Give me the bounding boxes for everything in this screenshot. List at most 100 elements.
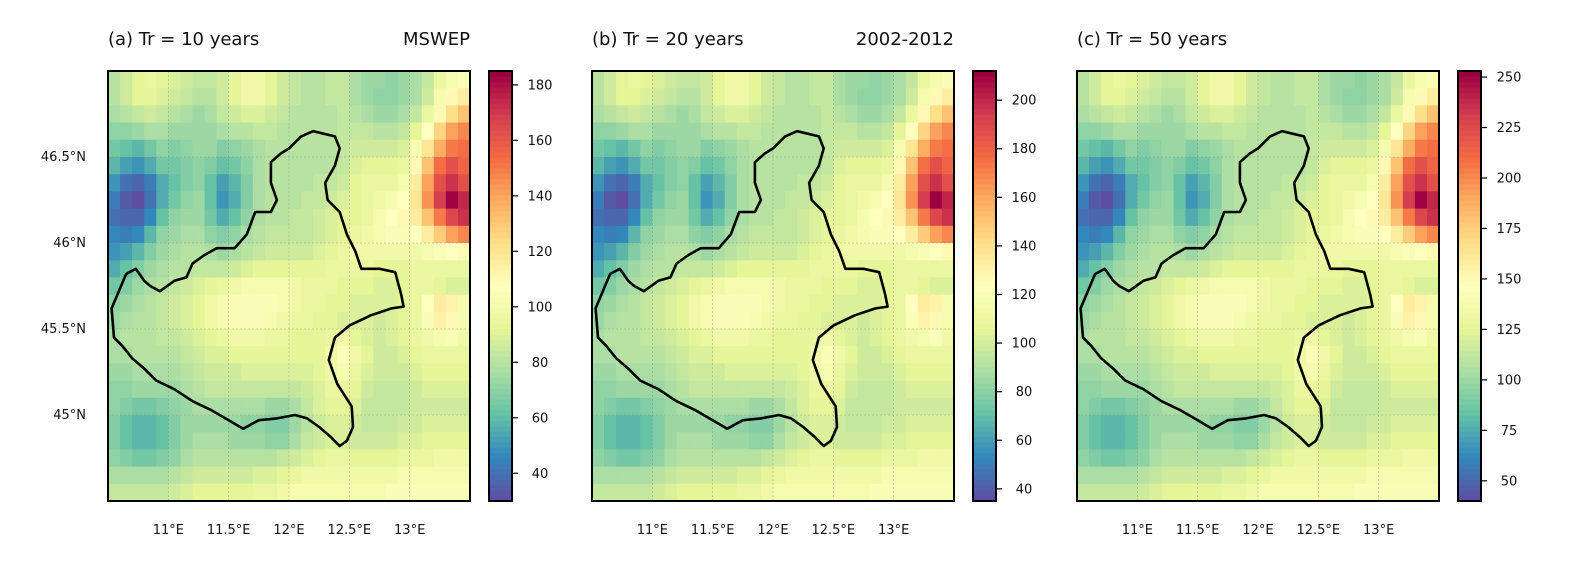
heatmap-cell xyxy=(1330,191,1344,210)
heatmap-cell xyxy=(204,105,218,124)
heatmap-cell xyxy=(144,449,157,468)
heatmap-cell xyxy=(252,346,266,364)
heatmap-cell xyxy=(1426,329,1439,347)
heatmap-cell xyxy=(821,380,834,399)
heatmap-cell xyxy=(628,415,641,433)
colorbar-segment xyxy=(1458,205,1481,212)
heatmap-cell xyxy=(313,311,326,330)
heatmap-cell xyxy=(108,122,121,141)
heatmap-cell xyxy=(1426,415,1439,433)
heatmap-cell xyxy=(1125,466,1138,485)
heatmap-cell xyxy=(1318,105,1331,124)
x-tick-label: 12°E xyxy=(1242,523,1273,538)
heatmap-cell xyxy=(929,191,943,210)
heatmap-cell xyxy=(869,466,883,485)
heatmap-cell xyxy=(1402,243,1416,261)
heatmap-cell xyxy=(1161,105,1175,124)
heatmap-cell xyxy=(1101,380,1114,399)
heatmap-cell xyxy=(156,397,169,416)
heatmap-cell xyxy=(616,311,629,330)
heatmap-cell xyxy=(1258,449,1271,468)
heatmap-cell xyxy=(845,243,859,261)
heatmap-cell xyxy=(1149,329,1163,347)
heatmap-cell xyxy=(1402,139,1416,158)
heatmap-cell xyxy=(108,88,121,106)
heatmap-cell xyxy=(773,174,786,192)
heatmap-cell xyxy=(1294,157,1307,175)
heatmap-cell xyxy=(132,191,145,210)
heatmap-cell xyxy=(180,157,194,175)
heatmap-cell xyxy=(1137,174,1150,192)
heatmap-cell xyxy=(712,483,726,501)
heatmap-cell xyxy=(156,483,169,501)
colorbar-segment xyxy=(1458,490,1481,497)
heatmap-cell xyxy=(785,346,798,364)
heatmap-cell xyxy=(457,225,470,244)
heatmap-cell xyxy=(204,191,218,210)
heatmap-cell xyxy=(676,346,690,364)
heatmap-cell xyxy=(445,346,459,364)
heatmap-cell xyxy=(1245,260,1259,278)
heatmap-cell xyxy=(240,380,254,399)
colorbar-segment xyxy=(973,108,996,115)
heatmap-cell xyxy=(313,174,326,192)
heatmap-cell xyxy=(664,260,678,278)
heatmap-cell xyxy=(917,157,931,175)
heatmap-cell xyxy=(168,191,181,210)
heatmap-cell xyxy=(108,380,121,399)
heatmap-cell xyxy=(736,449,750,468)
heatmap-cell xyxy=(604,415,617,433)
heatmap-cell xyxy=(1330,466,1344,485)
heatmap-cell xyxy=(773,397,786,416)
heatmap-cell xyxy=(361,157,375,175)
colorbar-segment xyxy=(1458,259,1481,266)
heatmap-cell xyxy=(821,105,834,124)
heatmap-cell xyxy=(373,346,387,364)
heatmap-cell xyxy=(1197,71,1211,89)
heatmap-cell xyxy=(941,243,954,261)
heatmap-cell xyxy=(156,432,169,450)
heatmap-cell xyxy=(760,415,774,433)
heatmap-cell xyxy=(628,483,641,501)
heatmap-cell xyxy=(857,225,871,244)
heatmap-cell xyxy=(604,483,617,501)
heatmap-cell xyxy=(1354,449,1368,468)
heatmap-cell xyxy=(313,243,326,261)
heatmap-cell xyxy=(1330,122,1344,141)
heatmap-cell xyxy=(869,157,883,175)
heatmap-cell xyxy=(204,260,218,278)
heatmap-cell xyxy=(1197,122,1211,141)
heatmap-cell xyxy=(301,277,314,296)
heatmap-cell xyxy=(616,122,629,141)
heatmap-cell xyxy=(1185,260,1199,278)
heatmap-cell xyxy=(604,363,617,382)
heatmap-cell xyxy=(905,466,919,485)
heatmap-cell xyxy=(301,71,314,89)
heatmap-cell xyxy=(168,483,181,501)
heatmap-cell xyxy=(445,397,459,416)
heatmap-cell xyxy=(760,225,774,244)
heatmap-cell xyxy=(1378,415,1392,433)
heatmap-cell xyxy=(712,174,726,192)
heatmap-cell xyxy=(881,466,895,485)
heatmap-cell xyxy=(216,243,230,261)
heatmap-cell xyxy=(724,174,738,192)
colorbar-tick-label: 80 xyxy=(532,356,549,371)
heatmap-cell xyxy=(1245,88,1259,106)
heatmap-cell xyxy=(1173,415,1187,433)
heatmap-cell xyxy=(1077,157,1090,175)
heatmap-cell xyxy=(640,363,653,382)
colorbar-segment xyxy=(973,253,996,260)
heatmap-cell xyxy=(736,483,750,501)
heatmap-cell xyxy=(592,346,605,364)
colorbar-segment xyxy=(1458,355,1481,362)
heatmap-cell xyxy=(216,449,230,468)
colorbar-segment xyxy=(973,189,996,196)
heatmap-cell xyxy=(893,397,907,416)
heatmap-cell xyxy=(845,363,859,382)
heatmap-cell xyxy=(144,191,157,210)
heatmap-cell xyxy=(264,432,278,450)
heatmap-cell xyxy=(325,105,338,124)
heatmap-cell xyxy=(616,380,629,399)
heatmap-cell xyxy=(893,329,907,347)
